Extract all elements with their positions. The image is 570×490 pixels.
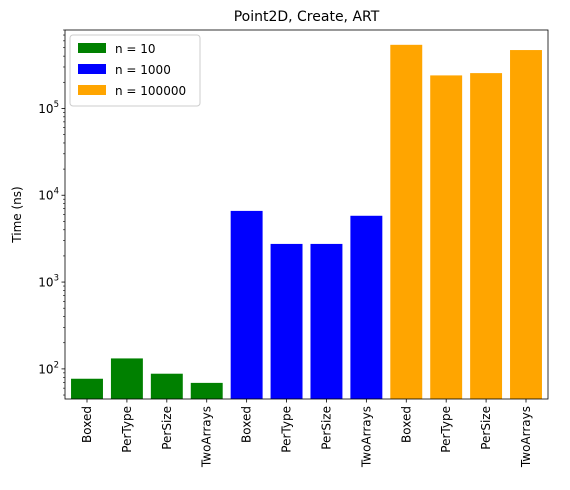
x-tick-label: PerSize	[479, 406, 493, 450]
x-tick-label: Boxed	[240, 406, 254, 443]
bar-twoarrays-11	[510, 50, 542, 400]
x-tick-label: PerType	[280, 406, 294, 453]
bar-boxed-4	[230, 210, 263, 399]
legend-label: n = 10	[115, 42, 156, 56]
bars-group	[71, 44, 542, 400]
x-tick-label: PerSize	[319, 406, 333, 450]
x-tick-label: TwoArrays	[359, 406, 373, 468]
legend: n = 10 n = 1000 n = 100000	[69, 34, 201, 107]
x-tick-label: PerType	[439, 406, 453, 453]
y-tick-label: 105	[38, 100, 59, 116]
bar-pertype-5	[270, 243, 303, 399]
y-major-ticks: 102 103 104 105	[38, 100, 65, 376]
x-tick-label: TwoArrays	[200, 406, 214, 468]
x-ticks: Boxed PerType PerSize TwoArrays Boxed PerType…	[80, 399, 533, 468]
y-axis-label: Time (ns)	[10, 186, 24, 243]
x-tick-label: PerSize	[160, 406, 174, 450]
x-tick-label: Boxed	[399, 406, 413, 443]
legend-label: n = 1000	[115, 63, 171, 77]
bar-persize-10	[470, 73, 503, 399]
bar-persize-6	[310, 243, 343, 399]
bar-twoarrays-3	[190, 382, 223, 399]
x-tick-label: TwoArrays	[519, 406, 533, 468]
y-tick-label: 104	[38, 187, 59, 203]
bar-boxed-0	[71, 378, 103, 399]
x-tick-label: Boxed	[80, 406, 94, 443]
bar-persize-2	[150, 373, 183, 399]
plot-frame	[64, 29, 549, 400]
y-tick-label: 103	[38, 274, 59, 290]
x-tick-label: PerType	[120, 406, 134, 453]
bar-boxed-8	[390, 44, 423, 400]
legend-swatch	[78, 64, 106, 74]
bar-pertype-9	[430, 75, 463, 400]
legend-swatch	[78, 85, 106, 95]
legend-label: n = 100000	[115, 84, 186, 98]
bar-pertype-1	[110, 358, 143, 399]
chart-title: Point2D, Create, ART	[234, 9, 380, 25]
bar-twoarrays-7	[350, 215, 383, 399]
y-tick-label: 102	[38, 360, 59, 376]
legend-swatch	[78, 43, 106, 53]
